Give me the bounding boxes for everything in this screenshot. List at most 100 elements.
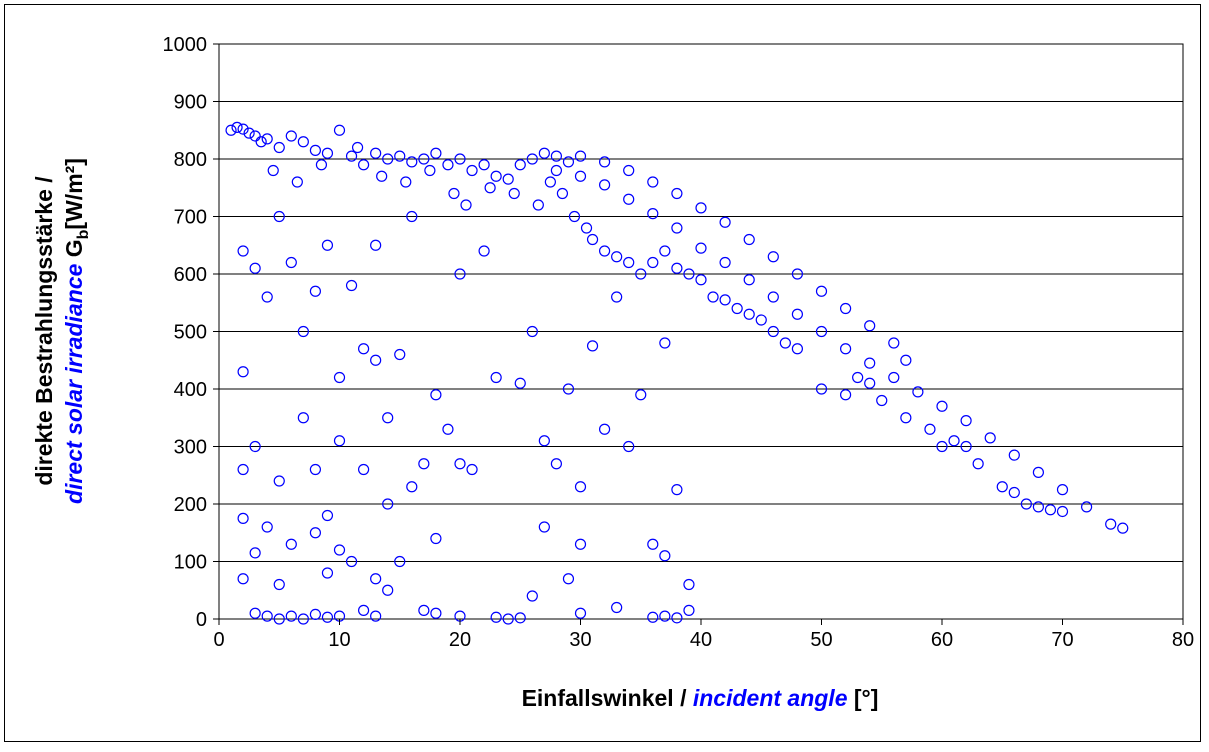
x-tick-label: 80 [1172, 629, 1194, 651]
point [864, 357, 876, 369]
point [888, 371, 900, 384]
point [864, 320, 876, 332]
point [249, 547, 261, 559]
y-tick-label: 800 [174, 149, 207, 171]
point [598, 423, 611, 435]
point [442, 159, 454, 171]
point [249, 440, 261, 453]
point [273, 475, 285, 487]
point [1008, 449, 1020, 461]
y-tick-label: 1000 [163, 34, 208, 56]
point [297, 325, 309, 338]
point [623, 440, 635, 453]
point [424, 164, 436, 177]
point [586, 340, 599, 352]
point [556, 187, 569, 200]
point [508, 187, 520, 200]
point [460, 199, 472, 211]
x-title-part: incident angle [693, 685, 848, 711]
point [635, 268, 647, 280]
point [755, 314, 767, 326]
point [671, 222, 683, 234]
y-tick-label: 200 [174, 494, 207, 516]
point [478, 159, 490, 171]
point [1020, 498, 1032, 510]
point [418, 153, 430, 165]
y-axis-title: direct solar irradiance Gb[W/m²] [61, 158, 92, 504]
point [568, 210, 581, 223]
point [815, 285, 828, 297]
point [514, 377, 526, 389]
point [574, 170, 587, 182]
point [249, 607, 261, 619]
point [273, 578, 285, 591]
point [430, 147, 442, 159]
point [888, 337, 900, 349]
x-tick-label: 10 [328, 629, 350, 651]
point [315, 159, 328, 171]
point [345, 555, 358, 568]
points [225, 121, 1129, 625]
point [960, 415, 972, 427]
y-title-part: direct solar irradiance [61, 263, 87, 504]
ticks: 0 100 200 300 400 500 600 700 800 900 1000 0 10 20 30 4… [163, 34, 1195, 651]
point [261, 133, 273, 145]
point [1008, 486, 1020, 499]
point [839, 302, 852, 315]
point [382, 584, 394, 596]
point [586, 233, 599, 246]
point [683, 268, 695, 280]
point [370, 573, 382, 585]
point [1056, 505, 1069, 518]
x-tick-label: 70 [1051, 629, 1073, 651]
point [321, 239, 334, 251]
point [876, 394, 888, 407]
point [671, 484, 683, 496]
point [448, 187, 460, 200]
point [852, 371, 864, 384]
point [731, 302, 743, 315]
point [309, 527, 321, 539]
point [719, 216, 731, 228]
point [285, 256, 297, 269]
point [574, 150, 587, 162]
y-title-part: [W/m²] [61, 158, 87, 230]
x-tick-label: 60 [931, 629, 953, 651]
point [695, 242, 707, 254]
point [237, 463, 249, 476]
point [598, 245, 611, 257]
point [912, 386, 924, 398]
point [358, 463, 370, 476]
point [791, 343, 804, 355]
point [647, 611, 659, 623]
point [376, 170, 388, 182]
point [839, 343, 852, 355]
point [297, 412, 309, 424]
y-tick-label: 0 [196, 609, 207, 631]
point [345, 279, 358, 292]
point [659, 337, 671, 349]
point [1056, 484, 1069, 496]
point [490, 371, 502, 384]
point [490, 170, 502, 182]
point [370, 239, 382, 251]
point [779, 337, 791, 349]
point [936, 440, 948, 453]
point [839, 389, 852, 401]
point [358, 343, 370, 355]
point [972, 458, 984, 470]
point [321, 567, 334, 579]
point [514, 612, 526, 624]
point [285, 610, 297, 622]
point [418, 458, 430, 470]
point [466, 463, 478, 476]
point [900, 354, 912, 366]
point [261, 521, 273, 533]
point [333, 124, 346, 136]
point [544, 176, 556, 188]
point [261, 610, 273, 622]
point [478, 245, 490, 257]
y-title-part: G [61, 239, 87, 257]
point [309, 463, 321, 476]
point [815, 325, 828, 338]
